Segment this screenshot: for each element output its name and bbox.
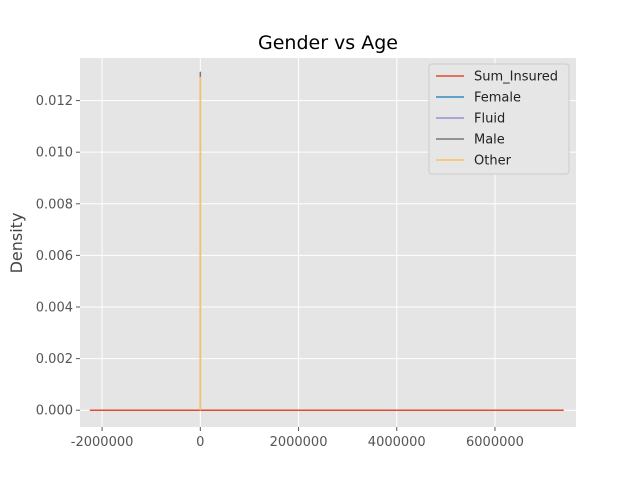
y-tick-label: 0.008 — [36, 197, 73, 212]
x-axis-ticks: -2000000 0 2000000 4000000 6000000 — [71, 427, 524, 450]
y-tick-label: 0.000 — [36, 404, 73, 419]
y-tick-label: 0.010 — [36, 146, 73, 161]
x-tick-label: 4000000 — [368, 435, 426, 450]
x-tick-label: 6000000 — [466, 435, 524, 450]
y-tick-label: 0.002 — [36, 352, 73, 367]
y-tick-label: 0.004 — [36, 301, 73, 316]
y-tick-label: 0.012 — [36, 94, 73, 109]
legend-label-other: Other — [474, 154, 512, 169]
legend-label-sum-insured: Sum_Insured — [474, 70, 558, 85]
series-lines — [89, 71, 564, 411]
legend: Sum_Insured Female Fluid Male Other — [428, 63, 570, 175]
legend-label-male: Male — [474, 133, 505, 148]
y-tick-label: 0.006 — [36, 249, 73, 264]
x-tick-label: 2000000 — [270, 435, 328, 450]
legend-label-fluid: Fluid — [474, 112, 505, 127]
x-tick-label: 0 — [196, 435, 204, 450]
y-axis-label: Density — [7, 213, 26, 274]
x-tick-label: -2000000 — [71, 435, 134, 450]
legend-box — [428, 63, 570, 175]
chart-title: Gender vs Age — [258, 32, 398, 54]
legend-label-female: Female — [474, 91, 521, 106]
y-axis-ticks: 0.000 0.002 0.004 0.006 0.008 0.010 0.012 — [36, 94, 80, 419]
